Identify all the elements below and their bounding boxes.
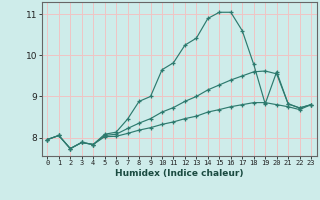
X-axis label: Humidex (Indice chaleur): Humidex (Indice chaleur) xyxy=(115,169,244,178)
